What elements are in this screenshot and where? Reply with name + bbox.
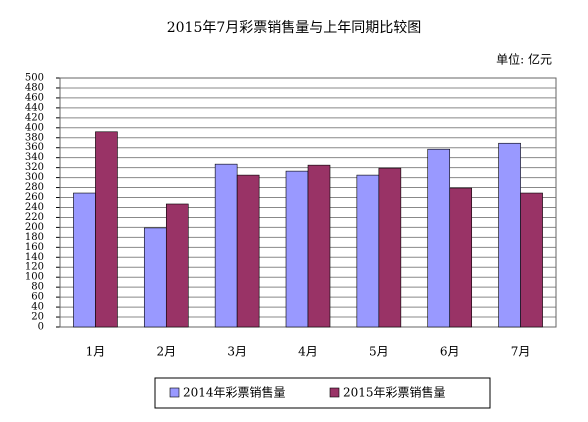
y-tick-label: 340 <box>25 152 44 163</box>
bar <box>520 192 543 328</box>
bar <box>498 142 521 328</box>
x-tick-label: 1月 <box>86 345 106 359</box>
bar <box>285 170 309 328</box>
y-tick-label: 180 <box>25 232 44 243</box>
bar <box>307 164 331 328</box>
y-tick-label: 120 <box>25 262 44 273</box>
y-tick-label: 40 <box>31 302 44 313</box>
y-tick-label: 460 <box>25 92 44 103</box>
x-tick-label: 4月 <box>298 345 318 359</box>
y-tick-label: 400 <box>25 122 44 133</box>
bar <box>236 174 260 328</box>
chart-title: 2015年7月彩票销售量与上年同期比较图 <box>167 20 422 36</box>
x-tick-label: 7月 <box>511 345 531 359</box>
y-tick-label: 440 <box>25 102 44 113</box>
y-tick-label: 380 <box>25 132 44 143</box>
bar <box>427 148 451 328</box>
legend-swatch <box>329 387 340 398</box>
x-tick-label: 5月 <box>369 345 389 359</box>
bar <box>165 203 189 328</box>
legend-label: 2015年彩票销售量 <box>343 385 446 400</box>
legend-swatch <box>169 387 180 398</box>
y-tick-label: 80 <box>31 282 44 293</box>
bar <box>95 131 118 328</box>
y-tick-label: 360 <box>25 142 44 153</box>
y-tick-label: 60 <box>31 292 44 303</box>
x-tick-label: 2月 <box>156 345 176 359</box>
bar <box>73 192 96 328</box>
y-tick-label: 160 <box>25 242 44 253</box>
y-tick-label: 0 <box>38 322 44 333</box>
y-tick-label: 320 <box>25 162 44 173</box>
y-tick-label: 480 <box>25 82 44 93</box>
y-tick-label: 220 <box>25 212 44 223</box>
bar <box>143 227 167 328</box>
bar <box>378 167 402 328</box>
x-tick-label: 6月 <box>440 345 460 359</box>
y-tick-label: 140 <box>25 252 44 263</box>
y-tick-label: 20 <box>31 312 44 323</box>
y-tick-label: 260 <box>25 192 44 203</box>
y-tick-label: 100 <box>25 272 44 283</box>
y-tick-label: 240 <box>25 202 44 213</box>
y-tick-label: 300 <box>25 172 44 183</box>
bar <box>214 163 238 328</box>
x-tick-label: 3月 <box>227 345 247 359</box>
legend-label: 2014年彩票销售量 <box>183 385 286 400</box>
y-tick-label: 280 <box>25 182 44 193</box>
bar <box>356 174 380 328</box>
y-tick-label: 200 <box>25 222 44 233</box>
unit-label: 单位: 亿元 <box>496 52 552 67</box>
bar <box>449 187 473 328</box>
y-tick-label: 420 <box>25 112 44 123</box>
legend-box <box>154 377 491 409</box>
y-tick-label: 500 <box>25 73 44 84</box>
